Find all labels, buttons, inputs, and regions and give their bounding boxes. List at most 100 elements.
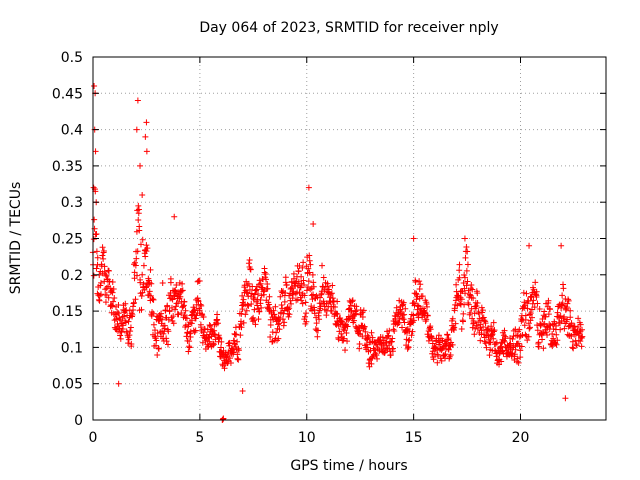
data-point xyxy=(344,338,351,345)
y-tick-label: 0.3 xyxy=(61,195,83,211)
data-point xyxy=(379,334,386,341)
data-point xyxy=(396,319,403,326)
data-point xyxy=(435,332,442,339)
data-point xyxy=(365,334,372,341)
data-point xyxy=(101,278,108,285)
data-point xyxy=(334,298,341,305)
data-point xyxy=(101,268,108,275)
data-point xyxy=(131,269,138,276)
data-point xyxy=(306,269,313,276)
data-point xyxy=(352,308,359,315)
data-point xyxy=(481,317,488,324)
data-point xyxy=(255,316,262,323)
data-point xyxy=(159,316,166,323)
data-point xyxy=(549,343,556,350)
data-point xyxy=(186,343,193,350)
data-point xyxy=(318,288,325,295)
data-point xyxy=(541,308,548,315)
data-point xyxy=(240,319,247,326)
data-point xyxy=(535,343,542,350)
data-point xyxy=(99,244,106,251)
data-point xyxy=(553,341,560,348)
data-point xyxy=(423,316,430,323)
data-point xyxy=(191,329,198,336)
data-point xyxy=(545,297,552,304)
data-point xyxy=(457,300,464,307)
data-point xyxy=(157,313,164,320)
data-point xyxy=(579,333,586,340)
data-point xyxy=(483,344,490,351)
data-point xyxy=(254,290,261,297)
data-point xyxy=(424,303,431,310)
data-point xyxy=(98,291,105,298)
data-point xyxy=(550,335,557,342)
data-point xyxy=(297,284,304,291)
data-point xyxy=(136,223,143,230)
data-point xyxy=(470,319,477,326)
data-point xyxy=(553,331,560,338)
data-point xyxy=(219,416,226,423)
data-point xyxy=(109,279,116,286)
data-point xyxy=(137,241,144,248)
data-point xyxy=(305,265,312,272)
data-point xyxy=(310,220,317,227)
data-point xyxy=(263,276,270,283)
data-point xyxy=(570,345,577,352)
data-point xyxy=(120,322,127,329)
data-point xyxy=(246,286,253,293)
data-point xyxy=(365,360,372,367)
data-point xyxy=(480,324,487,331)
data-point xyxy=(552,340,559,347)
data-point xyxy=(115,310,122,317)
data-point xyxy=(115,302,122,309)
data-point xyxy=(530,297,537,304)
data-point xyxy=(338,317,345,324)
data-point xyxy=(92,148,99,155)
data-point xyxy=(471,331,478,338)
data-point xyxy=(568,320,575,327)
data-point xyxy=(300,259,307,266)
data-point xyxy=(522,331,529,338)
data-point xyxy=(161,322,168,329)
data-point xyxy=(445,335,452,342)
data-point xyxy=(179,280,186,287)
x-tick-label: 5 xyxy=(195,430,204,446)
data-point xyxy=(282,290,289,297)
data-point xyxy=(245,260,252,267)
data-point xyxy=(133,126,140,133)
data-point xyxy=(142,284,149,291)
data-point xyxy=(524,337,531,344)
data-point xyxy=(144,245,151,252)
y-tick-label: 0.05 xyxy=(52,377,83,393)
data-point xyxy=(264,285,271,292)
data-point xyxy=(227,359,234,366)
data-point xyxy=(356,341,363,348)
data-point xyxy=(521,299,528,306)
data-point xyxy=(527,317,534,324)
data-point xyxy=(412,290,419,297)
data-point xyxy=(328,290,335,297)
data-point xyxy=(543,329,550,336)
y-axis-label: SRMTID / TECUs xyxy=(8,182,24,295)
data-point xyxy=(540,345,547,352)
data-point xyxy=(278,302,285,309)
data-point xyxy=(316,316,323,323)
data-point xyxy=(256,277,263,284)
data-point xyxy=(177,293,184,300)
data-point xyxy=(462,254,469,261)
data-point xyxy=(482,340,489,347)
data-point xyxy=(242,311,249,318)
data-point xyxy=(167,275,174,282)
data-point xyxy=(90,272,97,279)
data-point xyxy=(122,319,129,326)
data-point xyxy=(560,285,567,292)
data-point xyxy=(553,322,560,329)
data-point xyxy=(178,310,185,317)
data-point xyxy=(298,297,305,304)
data-point xyxy=(295,268,302,275)
data-point xyxy=(198,302,205,309)
data-point xyxy=(490,319,497,326)
data-point xyxy=(410,300,417,307)
data-point xyxy=(279,289,286,296)
data-point xyxy=(158,310,165,317)
